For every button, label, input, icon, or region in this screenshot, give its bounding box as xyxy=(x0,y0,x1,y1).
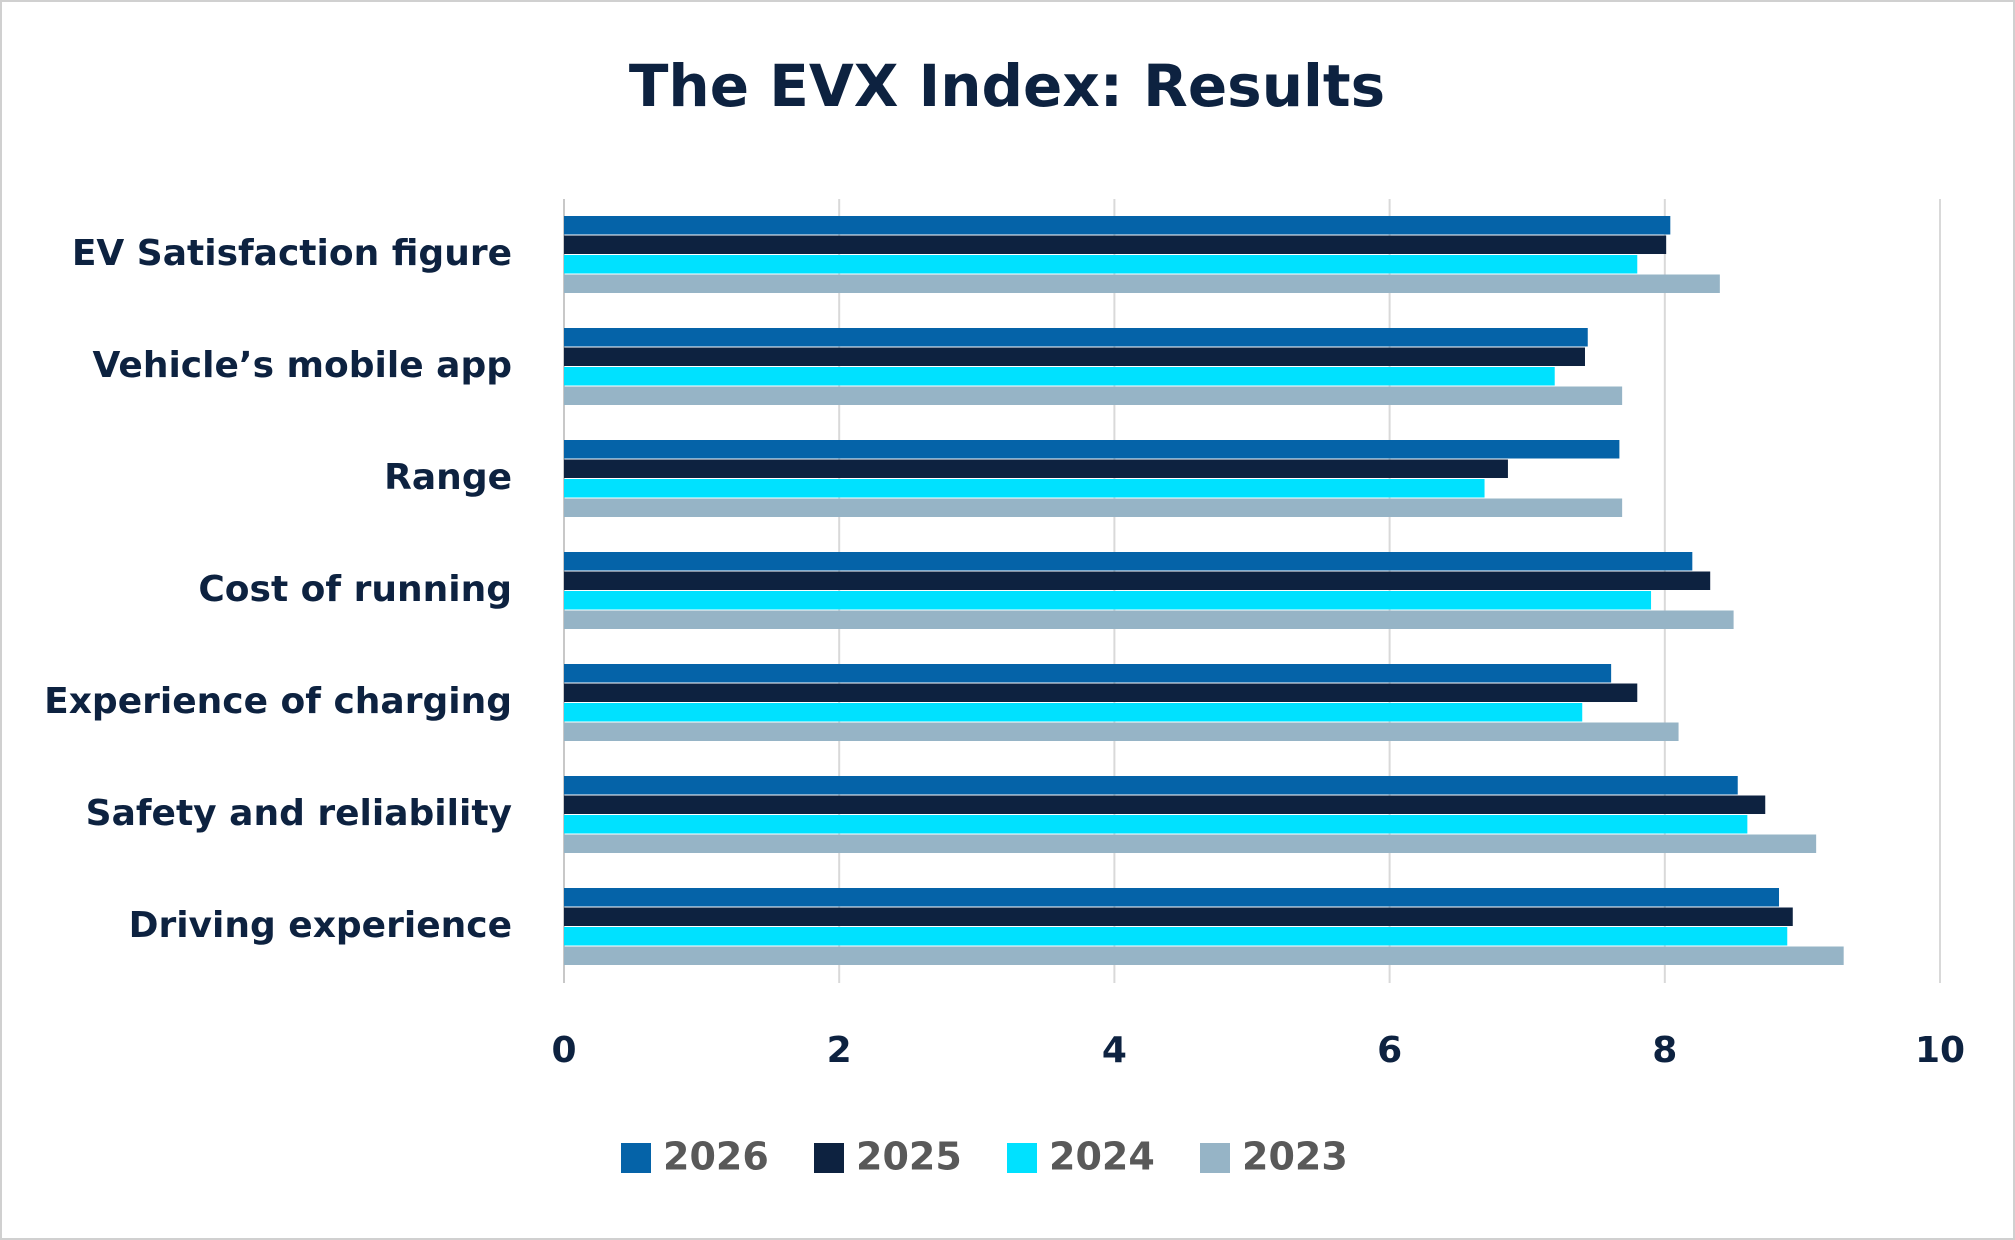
bar xyxy=(564,498,1623,517)
legend-label: 2026 xyxy=(663,1135,769,1179)
bar xyxy=(564,274,1720,293)
y-tick-label: Driving experience xyxy=(129,905,512,946)
bar xyxy=(564,834,1817,853)
legend-label: 2024 xyxy=(1049,1135,1155,1179)
x-tick-label: 0 xyxy=(551,1030,576,1071)
bar xyxy=(564,235,1667,254)
bar xyxy=(564,367,1555,386)
bar xyxy=(564,703,1583,722)
bar xyxy=(564,459,1508,478)
bar xyxy=(564,440,1620,459)
y-tick-label: Vehicle’s mobile app xyxy=(93,345,512,386)
chart-title: The EVX Index: Results xyxy=(629,52,1385,120)
bar xyxy=(564,328,1588,347)
bar xyxy=(564,571,1711,590)
x-tick-label: 10 xyxy=(1915,1030,1965,1071)
bar xyxy=(564,683,1638,702)
bar xyxy=(564,927,1788,946)
legend-label: 2025 xyxy=(856,1135,962,1179)
y-tick-label: Cost of running xyxy=(198,569,512,610)
x-tick-label: 8 xyxy=(1652,1030,1677,1071)
bar xyxy=(564,552,1693,571)
bar xyxy=(564,610,1734,629)
legend-swatch xyxy=(1200,1143,1230,1173)
y-tick-label: EV Satisfaction figure xyxy=(72,233,512,274)
legend-swatch xyxy=(814,1143,844,1173)
bar xyxy=(564,776,1738,795)
x-tick-label: 6 xyxy=(1377,1030,1402,1071)
bar xyxy=(564,907,1793,926)
bar xyxy=(564,255,1638,274)
bar xyxy=(564,386,1623,405)
legend-label: 2023 xyxy=(1242,1135,1348,1179)
bar xyxy=(564,664,1612,683)
bar xyxy=(564,479,1485,498)
x-tick-label: 4 xyxy=(1102,1030,1127,1071)
legend-swatch xyxy=(621,1143,651,1173)
bar xyxy=(564,591,1652,610)
bar xyxy=(564,795,1766,814)
bar xyxy=(564,347,1585,366)
bar xyxy=(564,888,1780,907)
bar xyxy=(564,815,1748,834)
y-tick-label: Range xyxy=(384,457,512,498)
legend-swatch xyxy=(1007,1143,1037,1173)
x-tick-label: 2 xyxy=(827,1030,852,1071)
y-tick-label: Experience of charging xyxy=(44,681,512,722)
bar xyxy=(564,946,1844,965)
bar xyxy=(564,216,1671,235)
bar xyxy=(564,722,1679,741)
y-tick-label: Safety and reliability xyxy=(86,793,512,834)
